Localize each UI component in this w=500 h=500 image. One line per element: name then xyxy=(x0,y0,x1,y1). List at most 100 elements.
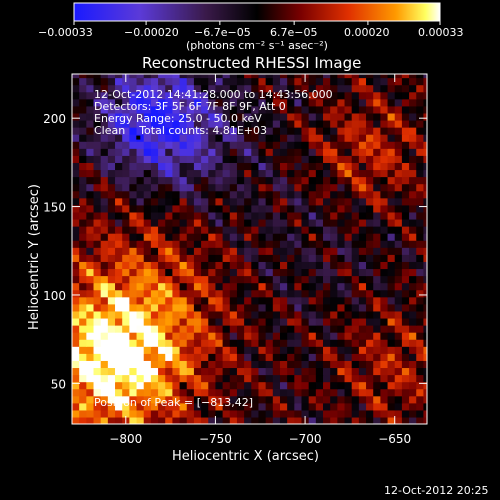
heatmap-cell xyxy=(337,303,346,312)
heatmap-cell xyxy=(294,183,303,192)
heatmap-cell xyxy=(258,74,267,79)
heatmap-cell xyxy=(215,119,224,128)
heatmap-cell xyxy=(172,141,181,149)
heatmap-cell xyxy=(129,388,138,397)
heatmap-cell xyxy=(366,141,374,149)
heatmap-cell xyxy=(100,218,109,227)
heatmap-cell xyxy=(337,204,346,213)
heatmap-cell xyxy=(423,74,427,79)
heatmap-cell xyxy=(366,226,374,234)
heatmap-cell xyxy=(373,409,381,418)
heatmap-cell xyxy=(165,105,173,114)
heatmap-cell xyxy=(301,360,310,369)
heatmap-cell xyxy=(409,303,417,312)
heatmap-cell xyxy=(272,218,281,227)
heatmap-cell xyxy=(107,98,116,107)
heatmap-cell xyxy=(351,374,360,383)
heatmap-cell xyxy=(100,282,109,291)
heatmap-cell xyxy=(215,91,224,100)
heatmap-cell xyxy=(423,360,427,369)
heatmap-cell xyxy=(301,381,310,390)
heatmap-cell xyxy=(409,119,417,128)
x-tick-label: −750 xyxy=(199,432,232,446)
heatmap-cell xyxy=(330,275,338,284)
heatmap-cell xyxy=(186,409,195,418)
heatmap-cell xyxy=(258,211,267,220)
heatmap-cell xyxy=(86,162,95,171)
heatmap-cell xyxy=(193,218,202,227)
heatmap-cell xyxy=(337,388,346,397)
heatmap-cell xyxy=(229,310,238,319)
heatmap-cell xyxy=(93,289,102,298)
heatmap-cell xyxy=(287,169,295,178)
heatmap-cell xyxy=(409,409,417,418)
heatmap-cell xyxy=(301,218,310,227)
heatmap-cell xyxy=(308,84,317,93)
heatmap-cell xyxy=(229,226,238,234)
heatmap-cell xyxy=(186,395,195,404)
heatmap-cell xyxy=(279,84,288,93)
heatmap-cell xyxy=(344,190,353,199)
heatmap-cell xyxy=(387,346,396,354)
heatmap-cell xyxy=(215,74,224,79)
heatmap-cell xyxy=(337,77,346,86)
heatmap-cell xyxy=(358,268,367,277)
heatmap-cell xyxy=(165,127,173,135)
heatmap-cell xyxy=(380,374,389,383)
heatmap-cell xyxy=(115,268,123,277)
heatmap-cell xyxy=(366,325,374,333)
heatmap-cell xyxy=(72,162,80,171)
heatmap-cell xyxy=(179,141,188,149)
heatmap-cell xyxy=(79,112,87,121)
heatmap-cell xyxy=(358,388,367,397)
heatmap-cell xyxy=(93,197,102,206)
heatmap-cell xyxy=(100,127,109,135)
heatmap-cell xyxy=(100,317,109,326)
heatmap-cell xyxy=(330,289,338,298)
heatmap-cell xyxy=(115,240,123,248)
heatmap-cell xyxy=(394,98,403,107)
heatmap-cell xyxy=(172,395,181,404)
heatmap-cell xyxy=(201,339,209,347)
heatmap-cell xyxy=(287,282,295,291)
heatmap-cell xyxy=(72,176,80,185)
heatmap-cell xyxy=(86,169,95,178)
heatmap-cell xyxy=(337,105,346,114)
heatmap-cell xyxy=(79,402,87,411)
heatmap-cell xyxy=(258,254,267,262)
heatmap-cell xyxy=(373,105,381,114)
heatmap-cell xyxy=(265,381,274,390)
heatmap-cell xyxy=(86,176,95,185)
heatmap-cell xyxy=(337,183,346,192)
heatmap-cell xyxy=(236,169,245,178)
heatmap-cell xyxy=(115,332,123,340)
heatmap-cell xyxy=(251,134,260,142)
heatmap-cell xyxy=(258,148,267,156)
heatmap-cell xyxy=(215,310,224,319)
heatmap-cell xyxy=(337,346,346,354)
heatmap-cell xyxy=(366,332,374,340)
heatmap-cell xyxy=(380,360,389,369)
heatmap-cell xyxy=(330,402,338,411)
heatmap-cell xyxy=(251,98,260,107)
heatmap-cell xyxy=(358,317,367,326)
heatmap-cell xyxy=(330,381,338,390)
heatmap-cell xyxy=(122,218,130,227)
heatmap-cell xyxy=(265,325,274,333)
heatmap-cell xyxy=(172,409,181,418)
heatmap-cell xyxy=(86,388,95,397)
heatmap-cell xyxy=(358,409,367,418)
heatmap-cell xyxy=(337,91,346,100)
heatmap-cell xyxy=(236,105,245,114)
heatmap-cell xyxy=(122,296,130,305)
heatmap-cell xyxy=(208,317,217,326)
heatmap-cell xyxy=(222,303,231,312)
heatmap-cell xyxy=(244,296,252,305)
heatmap-cell xyxy=(380,381,389,390)
heatmap-cell xyxy=(72,134,80,142)
heatmap-cell xyxy=(387,402,396,411)
heatmap-cell xyxy=(229,409,238,418)
heatmap-cell xyxy=(143,282,152,291)
heatmap-cell xyxy=(93,261,102,270)
heatmap-cell xyxy=(423,325,427,333)
